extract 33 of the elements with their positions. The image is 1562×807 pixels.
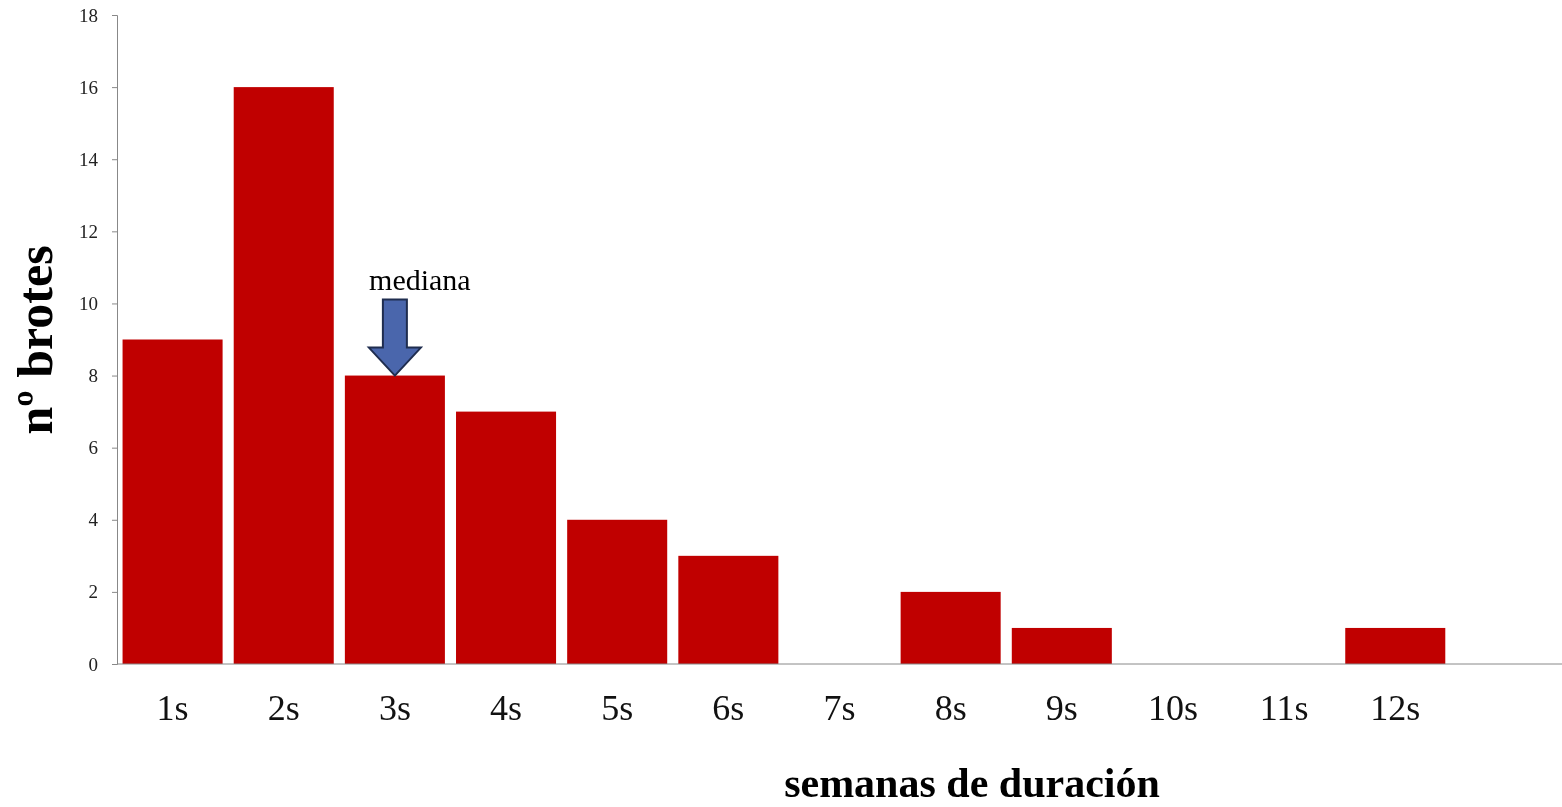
y-tick-label: 18 [79,4,98,26]
bar [456,411,557,664]
x-tick-label: 6s [712,687,745,728]
x-tick-label: 10s [1147,687,1198,728]
y-tick-label: 16 [79,76,98,98]
bar [678,555,779,664]
bar [233,87,334,664]
x-tick-label: 3s [378,687,411,728]
x-tick-label: 12s [1370,687,1421,728]
y-tick-label: 12 [79,220,98,242]
bar [122,339,223,664]
y-tick-label: 10 [79,293,98,315]
x-tick-label: 4s [490,687,523,728]
y-tick-label: 4 [88,509,99,531]
bar [1345,627,1446,664]
x-tick-label: 11s [1259,687,1309,728]
x-tick-label: 8s [934,687,967,728]
x-tick-label: 5s [601,687,634,728]
annotation: mediana [369,262,471,296]
x-tick-label: 2s [267,687,300,728]
x-tick-label: 7s [823,687,856,728]
y-axis-title: nº brotes [7,245,63,435]
bar [1011,627,1112,664]
x-axis-title: semanas de duración [784,760,1160,806]
y-tick-label: 6 [88,437,98,459]
x-tick-label: 9s [1045,687,1078,728]
x-tick-label: 1s [156,687,189,728]
bar [567,519,668,664]
y-tick-label: 0 [88,653,98,675]
y-tick-label: 14 [79,148,99,170]
y-tick-label: 2 [88,581,98,603]
bar [900,591,1001,664]
y-tick-label: 8 [88,365,98,387]
